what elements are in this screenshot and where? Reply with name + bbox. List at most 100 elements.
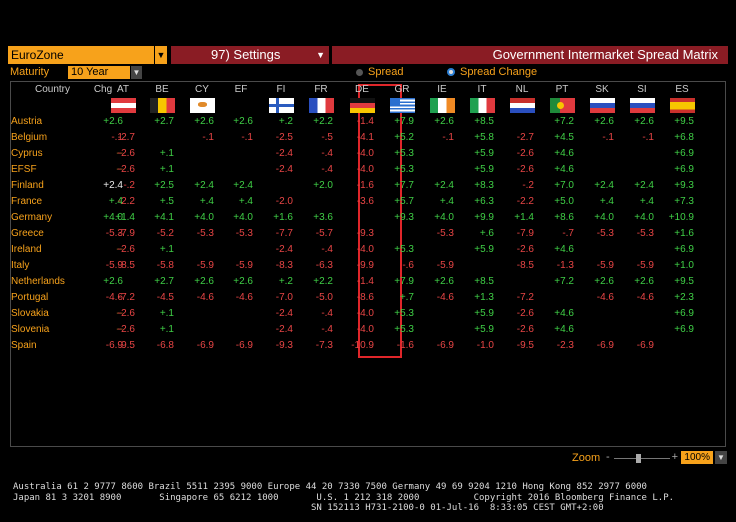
spread-cell[interactable]: -4.1 bbox=[356, 132, 374, 143]
header-fr[interactable]: FR bbox=[314, 84, 328, 95]
spread-cell[interactable]: +.2 bbox=[278, 276, 293, 287]
spread-cell[interactable]: -5.3 bbox=[596, 228, 614, 239]
spread-cell[interactable]: -.1 bbox=[202, 132, 214, 143]
spread-cell[interactable]: +6.9 bbox=[674, 244, 694, 255]
country-name[interactable]: Netherlands bbox=[11, 276, 65, 287]
zoom-dropdown-icon[interactable]: ▼ bbox=[715, 451, 727, 464]
spread-cell[interactable]: -5.8 bbox=[156, 260, 174, 271]
spread-cell[interactable]: +1.4 bbox=[115, 212, 135, 223]
spread-cell[interactable]: -4.6 bbox=[235, 292, 253, 303]
spread-cell[interactable]: +2.6 bbox=[233, 276, 253, 287]
spread-cell[interactable]: -5.0 bbox=[315, 292, 333, 303]
spread-cell[interactable]: +6.9 bbox=[674, 308, 694, 319]
spread-cell[interactable]: -.4 bbox=[321, 244, 333, 255]
header-nl[interactable]: NL bbox=[515, 84, 529, 95]
zoom-out-icon[interactable]: - bbox=[606, 451, 610, 463]
spread-cell[interactable]: +2.6 bbox=[194, 116, 214, 127]
spread-cell[interactable]: +2.4 bbox=[233, 180, 253, 191]
spread-cell[interactable]: +3.6 bbox=[313, 212, 333, 223]
spread-cell[interactable]: +6.9 bbox=[674, 164, 694, 175]
spread-cell[interactable]: +.1 bbox=[159, 308, 174, 319]
country-name[interactable]: EFSF bbox=[11, 164, 37, 175]
spread-cell[interactable]: -2.6 bbox=[516, 164, 534, 175]
spread-cell[interactable]: +5.3 bbox=[394, 148, 414, 159]
spread-cell[interactable]: -2.6 bbox=[117, 324, 135, 335]
country-name[interactable]: Greece bbox=[11, 228, 44, 239]
spread-cell[interactable]: -2.0 bbox=[275, 196, 293, 207]
spread-cell[interactable]: +2.6 bbox=[594, 276, 614, 287]
spread-cell[interactable]: +2.5 bbox=[154, 180, 174, 191]
spread-cell[interactable]: -6.8 bbox=[156, 340, 174, 351]
spread-cell[interactable]: +1.3 bbox=[474, 292, 494, 303]
spread-cell[interactable]: -6.9 bbox=[636, 340, 654, 351]
country-name[interactable]: France bbox=[11, 196, 43, 207]
spread-cell[interactable]: -7.2 bbox=[117, 292, 135, 303]
spread-cell[interactable]: -5.2 bbox=[156, 228, 174, 239]
spread-cell[interactable]: -5.3 bbox=[196, 228, 214, 239]
spread-cell[interactable]: +8.5 bbox=[474, 276, 494, 287]
spread-cell[interactable]: +2.6 bbox=[233, 116, 253, 127]
spread-cell[interactable]: -1.6 bbox=[356, 180, 374, 191]
spread-cell[interactable]: -5.9 bbox=[196, 260, 214, 271]
spread-cell[interactable]: +2.6 bbox=[434, 116, 454, 127]
spread-cell[interactable]: +1.6 bbox=[674, 228, 694, 239]
header-sk[interactable]: SK bbox=[595, 84, 609, 95]
spread-cell[interactable]: +6.9 bbox=[674, 324, 694, 335]
spread-cell[interactable]: +4.6 bbox=[554, 308, 574, 319]
spread-cell[interactable]: -.4 bbox=[321, 308, 333, 319]
spread-cell[interactable]: -9.3 bbox=[275, 340, 293, 351]
spread-cell[interactable]: +4.5 bbox=[554, 132, 574, 143]
spread-cell[interactable]: +4.6 bbox=[554, 148, 574, 159]
spread-cell[interactable]: -6.9 bbox=[596, 340, 614, 351]
spread-cell[interactable]: +2.6 bbox=[434, 276, 454, 287]
spread-cell[interactable]: +7.3 bbox=[674, 196, 694, 207]
spread-cell[interactable]: +2.6 bbox=[634, 116, 654, 127]
spread-cell[interactable]: +2.0 bbox=[313, 180, 333, 191]
spread-cell[interactable]: -2.4 bbox=[275, 164, 293, 175]
header-gr[interactable]: GR bbox=[394, 84, 410, 95]
spread-cell[interactable]: +.6 bbox=[479, 228, 494, 239]
spread-cell[interactable]: -5.7 bbox=[315, 228, 333, 239]
spread-cell[interactable]: +7.2 bbox=[554, 276, 574, 287]
spread-cell[interactable]: +.1 bbox=[159, 244, 174, 255]
country-name[interactable]: Portugal bbox=[11, 292, 49, 303]
spread-cell[interactable]: -4.0 bbox=[356, 244, 374, 255]
spread-cell[interactable]: -2.6 bbox=[117, 148, 135, 159]
spread-cell[interactable]: -9.5 bbox=[516, 340, 534, 351]
spread-cell[interactable]: -2.2 bbox=[516, 196, 534, 207]
spread-cell[interactable]: +5.7 bbox=[394, 196, 414, 207]
header-fi[interactable]: FI bbox=[276, 84, 286, 95]
spread-cell[interactable]: +6.3 bbox=[474, 196, 494, 207]
spread-cell[interactable]: -5.9 bbox=[636, 260, 654, 271]
spread-cell[interactable]: +.7 bbox=[399, 292, 414, 303]
country-name[interactable]: Ireland bbox=[11, 244, 42, 255]
spread-cell[interactable]: +7.9 bbox=[394, 276, 414, 287]
country-name[interactable]: Belgium bbox=[11, 132, 48, 143]
spread-cell[interactable]: +5.3 bbox=[394, 164, 414, 175]
spread-cell[interactable]: +.4 bbox=[599, 196, 614, 207]
spread-cell[interactable]: -2.3 bbox=[556, 340, 574, 351]
spread-cell[interactable]: -2.7 bbox=[516, 132, 534, 143]
header-si[interactable]: SI bbox=[637, 84, 647, 95]
spread-cell[interactable]: -4.6 bbox=[196, 292, 214, 303]
spread-radio[interactable]: Spread bbox=[356, 66, 403, 78]
spread-cell[interactable]: +7.2 bbox=[554, 116, 574, 127]
spread-cell[interactable]: -6.9 bbox=[436, 340, 454, 351]
zoom-in-icon[interactable]: + bbox=[671, 451, 678, 463]
spread-cell[interactable]: -2.6 bbox=[117, 244, 135, 255]
spread-cell[interactable]: -.1 bbox=[241, 132, 253, 143]
spread-cell[interactable]: +8.3 bbox=[474, 180, 494, 191]
spread-cell[interactable]: -4.0 bbox=[356, 148, 374, 159]
spread-cell[interactable]: -3.6 bbox=[356, 196, 374, 207]
spread-cell[interactable]: -10.9 bbox=[351, 340, 374, 351]
spread-cell[interactable]: +.4 bbox=[639, 196, 654, 207]
spread-cell[interactable]: -2.6 bbox=[516, 148, 534, 159]
spread-cell[interactable]: -2.4 bbox=[275, 148, 293, 159]
zoom-value[interactable]: 100% bbox=[681, 451, 713, 464]
spread-cell[interactable]: -5.9 bbox=[436, 260, 454, 271]
spread-cell[interactable]: -.1 bbox=[442, 132, 454, 143]
spread-cell[interactable]: +2.6 bbox=[594, 116, 614, 127]
spread-cell[interactable]: -.7 bbox=[562, 228, 574, 239]
spread-cell[interactable]: -1.0 bbox=[476, 340, 494, 351]
spread-cell[interactable]: +1.6 bbox=[273, 212, 293, 223]
